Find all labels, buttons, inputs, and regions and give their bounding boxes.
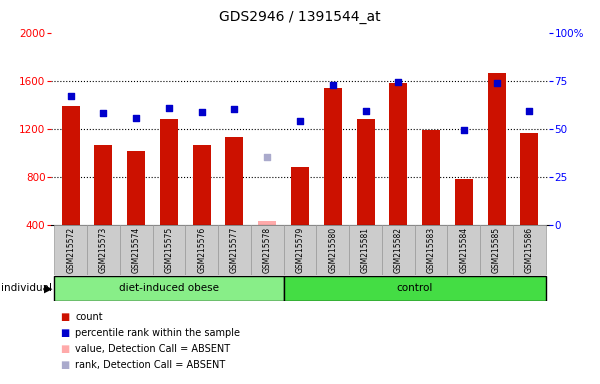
Text: control: control xyxy=(397,283,433,293)
Text: diet-induced obese: diet-induced obese xyxy=(119,283,219,293)
Bar xyxy=(152,225,185,275)
Text: GSM215585: GSM215585 xyxy=(492,227,501,273)
Bar xyxy=(185,225,218,275)
Text: GSM215581: GSM215581 xyxy=(361,227,370,273)
Bar xyxy=(87,225,120,275)
Point xyxy=(66,93,76,99)
Text: GSM215583: GSM215583 xyxy=(427,227,436,273)
Text: ▶: ▶ xyxy=(44,283,52,293)
Text: GSM215576: GSM215576 xyxy=(197,227,206,273)
Bar xyxy=(218,225,251,275)
Text: GSM215580: GSM215580 xyxy=(328,227,337,273)
Text: GSM215586: GSM215586 xyxy=(525,227,534,273)
Bar xyxy=(382,225,415,275)
Text: individual: individual xyxy=(1,283,52,293)
Text: GSM215579: GSM215579 xyxy=(296,227,305,273)
Bar xyxy=(120,225,152,275)
Text: ■: ■ xyxy=(60,344,69,354)
Bar xyxy=(488,73,506,225)
Bar xyxy=(316,225,349,275)
Text: GSM215575: GSM215575 xyxy=(164,227,173,273)
Bar xyxy=(127,151,145,225)
Bar xyxy=(520,134,538,225)
Text: count: count xyxy=(75,312,103,322)
Text: GSM215578: GSM215578 xyxy=(263,227,272,273)
Text: GSM215574: GSM215574 xyxy=(131,227,140,273)
Text: GDS2946 / 1391544_at: GDS2946 / 1391544_at xyxy=(219,10,381,23)
Bar xyxy=(324,88,342,225)
Bar xyxy=(251,225,284,275)
Bar xyxy=(160,119,178,225)
Point xyxy=(492,80,502,86)
Bar xyxy=(284,225,316,275)
Point xyxy=(394,79,403,85)
Text: ■: ■ xyxy=(60,312,69,322)
Bar xyxy=(455,179,473,225)
Text: ■: ■ xyxy=(60,328,69,338)
Text: ■: ■ xyxy=(60,360,69,370)
Point xyxy=(328,83,338,89)
Bar xyxy=(291,167,309,225)
Bar xyxy=(513,225,546,275)
Bar xyxy=(258,221,276,225)
Bar xyxy=(415,225,448,275)
Point xyxy=(131,115,141,121)
Bar xyxy=(422,130,440,225)
Text: rank, Detection Call = ABSENT: rank, Detection Call = ABSENT xyxy=(75,360,225,370)
Bar xyxy=(356,119,374,225)
Text: GSM215584: GSM215584 xyxy=(460,227,469,273)
Point xyxy=(197,109,206,115)
Text: GSM215582: GSM215582 xyxy=(394,227,403,273)
Bar xyxy=(448,225,480,275)
Bar xyxy=(54,225,87,275)
Bar xyxy=(480,225,513,275)
Text: value, Detection Call = ABSENT: value, Detection Call = ABSENT xyxy=(75,344,230,354)
Text: GSM215577: GSM215577 xyxy=(230,227,239,273)
Point xyxy=(164,105,174,111)
Text: GSM215573: GSM215573 xyxy=(99,227,108,273)
Point xyxy=(524,108,534,114)
Bar xyxy=(54,276,284,301)
Text: GSM215572: GSM215572 xyxy=(66,227,75,273)
Bar xyxy=(62,106,80,225)
Point xyxy=(262,154,272,161)
Bar xyxy=(226,137,244,225)
Bar xyxy=(349,225,382,275)
Text: percentile rank within the sample: percentile rank within the sample xyxy=(75,328,240,338)
Bar xyxy=(193,146,211,225)
Bar xyxy=(284,276,546,301)
Bar xyxy=(94,146,112,225)
Point xyxy=(361,108,370,114)
Point xyxy=(459,127,469,133)
Point xyxy=(98,110,108,116)
Bar xyxy=(389,83,407,225)
Point xyxy=(295,118,305,124)
Point xyxy=(230,106,239,113)
